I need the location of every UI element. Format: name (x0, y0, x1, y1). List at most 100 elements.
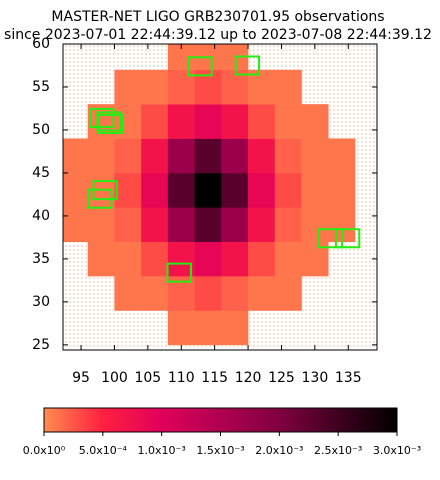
heat-cell (221, 104, 249, 139)
heat-cell (141, 241, 169, 277)
heat-cell (274, 104, 302, 139)
heat-cell (87, 138, 115, 174)
heat-cell (167, 104, 195, 139)
heat-cell (221, 241, 249, 277)
plot-frame (62, 43, 378, 351)
x-tick-label: 100 (101, 370, 128, 386)
heat-cell (114, 69, 142, 105)
field-box (89, 107, 115, 128)
y-tick-label: 60 (32, 36, 50, 52)
y-tick-label: 25 (32, 337, 50, 353)
heat-cell (248, 276, 276, 311)
heatmap (63, 44, 356, 346)
heat-cell (63, 207, 89, 242)
heat-cell (87, 241, 115, 277)
x-tick-label: 105 (134, 370, 161, 386)
heat-cell (114, 241, 142, 277)
heat-cell (301, 172, 329, 208)
heat-cell (194, 276, 222, 311)
field-box (166, 262, 192, 283)
chart-subtitle: since 2023-07-01 22:44:39.12 up to 2023-… (4, 27, 432, 43)
colorbar-ticks: 0.0x10⁰ 5.0x10⁻⁴ 1.0x10⁻³ 1.5x10⁻³ 2.0x10⁻³ 2… (23, 432, 421, 457)
heat-cell (248, 172, 276, 208)
heat-cell (248, 241, 276, 277)
heat-cell (141, 138, 169, 174)
heat-cell (194, 172, 222, 208)
colorbar-tick-label: 1.0x10⁻³ (138, 444, 186, 457)
heat-cell (274, 172, 302, 208)
heat-cell (301, 207, 329, 242)
heat-cell (221, 276, 249, 311)
heat-cell (141, 207, 169, 242)
heat-cell (167, 138, 195, 174)
heat-cell (221, 207, 249, 242)
heat-cell (194, 241, 222, 277)
colorbar-tick-label: 0.0x10⁰ (23, 444, 66, 457)
heat-cell (248, 207, 276, 242)
fields (87, 55, 361, 283)
field-box (87, 188, 113, 209)
chart-title: MASTER-NET LIGO GRB230701.95 observation… (51, 9, 384, 25)
heat-cell (274, 69, 302, 105)
x-tick-label: 115 (201, 370, 228, 386)
y-tick-label: 35 (32, 251, 50, 267)
y-tick-label: 55 (32, 79, 50, 95)
colorbar-tick-label: 3.0x10⁻³ (373, 444, 421, 457)
y-tick-label: 50 (32, 122, 50, 138)
heat-cell (114, 276, 142, 311)
heat-cell (248, 69, 276, 105)
field-box (317, 228, 343, 249)
axes: 95 100 105 110 115 120 125 130 135 25 30 35 40 45 50 55… (32, 36, 377, 386)
field-box (96, 111, 122, 132)
heat-cell (274, 138, 302, 174)
heat-cell (114, 138, 142, 174)
heat-cell (301, 138, 329, 174)
heat-cell (167, 172, 195, 208)
heat-cell (221, 69, 249, 105)
x-tick-label: 120 (235, 370, 262, 386)
x-tick-label: 110 (168, 370, 195, 386)
heat-cell (194, 310, 222, 346)
heat-cell (141, 276, 169, 311)
heat-cell (141, 172, 169, 208)
heat-cell (87, 207, 115, 242)
colorbar (43, 407, 398, 433)
heat-cell (221, 310, 249, 346)
heat-cell (141, 69, 169, 105)
heat-cell (141, 104, 169, 139)
y-tick-label: 40 (32, 208, 50, 224)
colorbar-tick-label: 1.5x10⁻³ (196, 444, 244, 457)
x-tick-label: 95 (72, 370, 90, 386)
heat-cell (194, 138, 222, 174)
y-tick-label: 30 (32, 294, 50, 310)
field-box (334, 228, 361, 249)
colorbar-tick-label: 2.5x10⁻³ (314, 444, 362, 457)
x-tick-label: 130 (302, 370, 329, 386)
heat-cell (328, 172, 356, 208)
heat-cell (167, 310, 195, 346)
heat-cell (274, 241, 302, 277)
heat-cell (221, 138, 249, 174)
heat-cell (194, 207, 222, 242)
field-box (97, 113, 124, 134)
heat-cell (114, 172, 142, 208)
heat-cell (274, 276, 302, 311)
heat-cell (63, 138, 89, 174)
heat-cell (167, 207, 195, 242)
heat-cell (248, 104, 276, 139)
heat-cell (114, 207, 142, 242)
field-box (234, 55, 261, 76)
heat-cell (221, 172, 249, 208)
heat-cell (274, 207, 302, 242)
heat-cell (63, 172, 89, 208)
x-tick-label: 135 (335, 370, 362, 386)
colorbar-tick-label: 2.0x10⁻³ (255, 444, 303, 457)
colorbar-tick-label: 5.0x10⁻⁴ (79, 444, 128, 457)
heat-cell (328, 138, 356, 174)
heat-cell (301, 104, 329, 139)
y-tick-label: 45 (32, 165, 50, 181)
heat-cell (248, 138, 276, 174)
x-tick-label: 125 (268, 370, 295, 386)
